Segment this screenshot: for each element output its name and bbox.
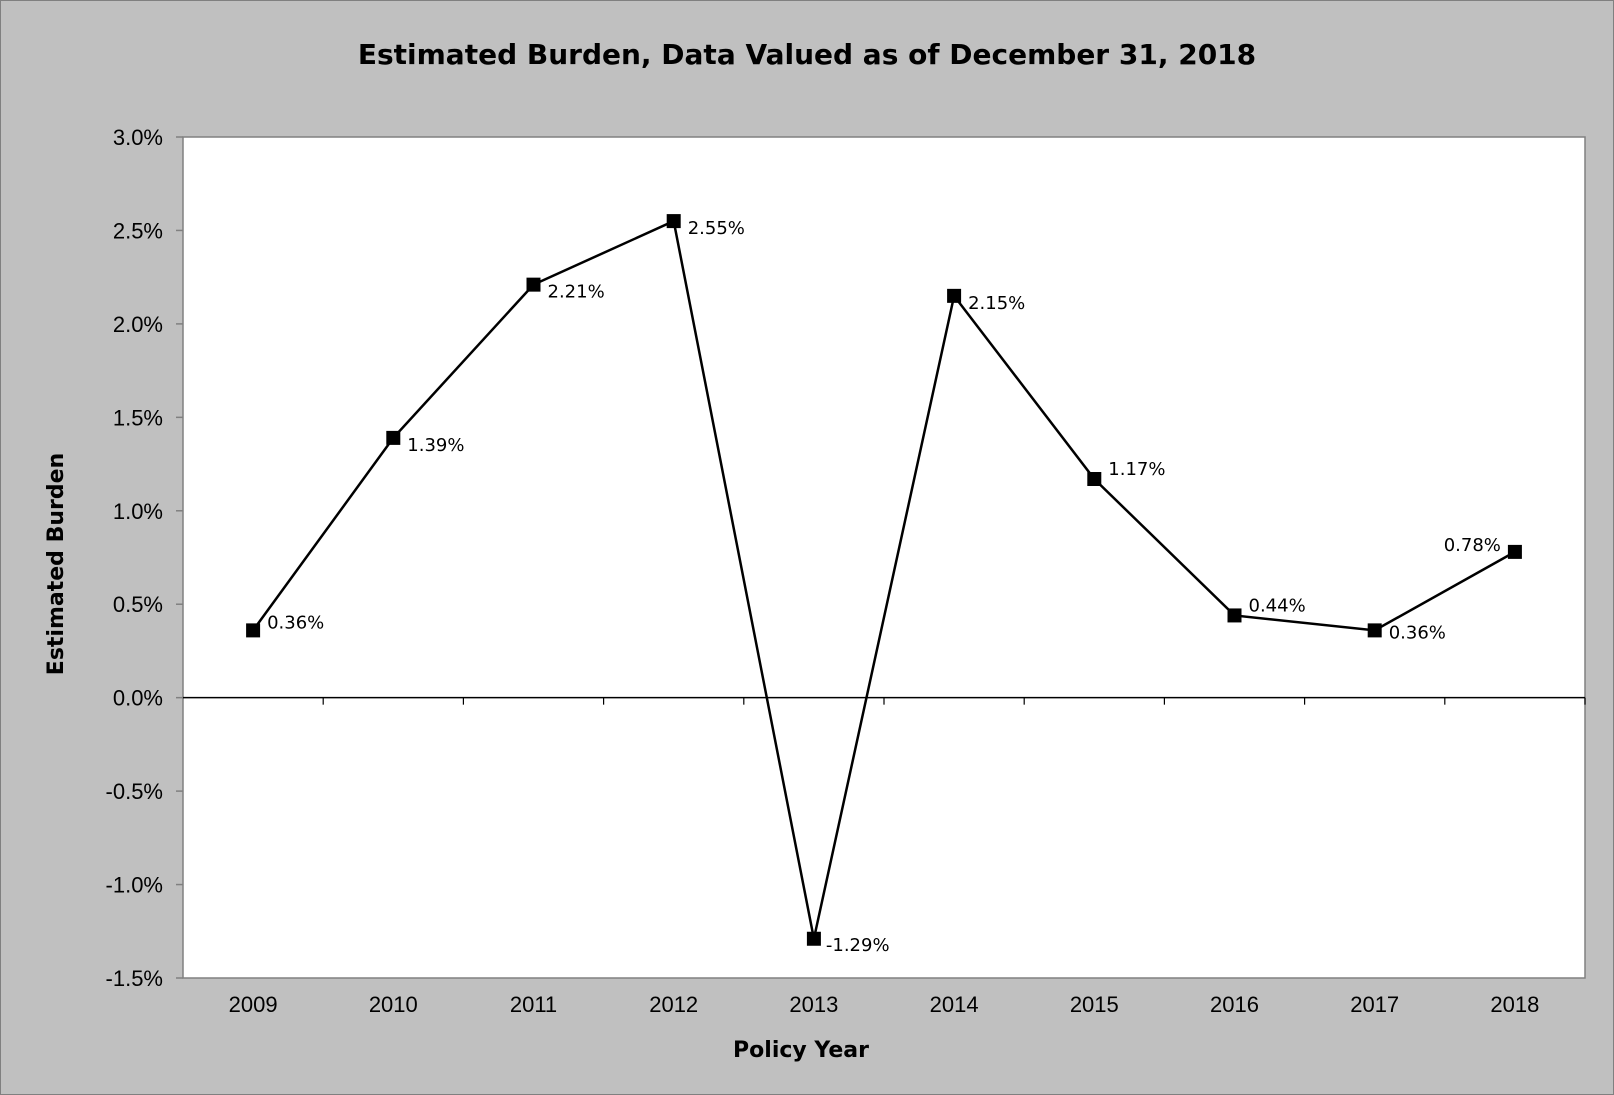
data-marker bbox=[1087, 472, 1102, 487]
x-tick-label: 2010 bbox=[369, 992, 418, 1017]
data-marker bbox=[806, 931, 821, 946]
data-label: 2.15% bbox=[968, 293, 1025, 314]
x-tick-label: 2018 bbox=[1490, 992, 1539, 1017]
data-marker bbox=[526, 277, 541, 292]
data-label: 1.17% bbox=[1108, 459, 1165, 480]
x-tick-label: 2014 bbox=[930, 992, 979, 1017]
x-tick-label: 2009 bbox=[229, 992, 278, 1017]
plot-area bbox=[182, 136, 1586, 979]
y-tick-label: -0.5% bbox=[106, 779, 163, 804]
y-tick-label: 2.5% bbox=[113, 218, 163, 243]
data-label: 1.39% bbox=[407, 435, 464, 456]
data-label: 2.55% bbox=[688, 218, 745, 239]
data-labels: 0.36% 1.39% 2.21% 2.55% -1.29% 2.15% 1.17% 0.44… bbox=[267, 218, 1501, 956]
series-line bbox=[252, 219, 1516, 940]
data-marker bbox=[666, 214, 681, 229]
y-tick-label: 0.0% bbox=[113, 686, 163, 711]
data-label: -1.29% bbox=[826, 935, 890, 956]
series-line-group bbox=[252, 219, 1516, 940]
y-tick-label: 3.0% bbox=[113, 125, 163, 150]
data-marker bbox=[1367, 623, 1382, 638]
data-label: 2.21% bbox=[548, 282, 605, 303]
data-marker bbox=[1227, 608, 1242, 623]
x-tick-label: 2011 bbox=[510, 992, 557, 1017]
data-label: 0.78% bbox=[1444, 535, 1501, 556]
data-marker bbox=[1507, 544, 1522, 559]
y-tick-label: 2.0% bbox=[113, 312, 163, 337]
data-markers bbox=[246, 214, 1522, 946]
data-label: 0.36% bbox=[267, 612, 324, 633]
data-label: 0.44% bbox=[1249, 595, 1306, 616]
x-tick-label: 2016 bbox=[1210, 992, 1259, 1017]
y-axis-title: Estimated Burden bbox=[44, 453, 69, 675]
x-axis: 2009 2010 2011 2012 2013 2014 2015 2016 2017 2018 bbox=[183, 696, 1586, 1017]
data-marker bbox=[386, 430, 401, 445]
data-marker bbox=[947, 288, 962, 303]
y-tick-label: 1.5% bbox=[113, 405, 163, 430]
x-axis-title: Policy Year bbox=[733, 1038, 869, 1063]
y-tick-label: 1.0% bbox=[113, 499, 163, 524]
x-tick-label: 2017 bbox=[1350, 992, 1399, 1017]
y-tick-label: 0.5% bbox=[113, 592, 163, 617]
x-tick-label: 2012 bbox=[649, 992, 698, 1017]
x-tick-label: 2015 bbox=[1070, 992, 1119, 1017]
data-label: 0.36% bbox=[1389, 622, 1446, 643]
y-axis: 3.0% 2.5% 2.0% 1.5% 1.0% 0.5% 0.0% -0.5% -1.0% -1… bbox=[106, 125, 183, 991]
data-marker bbox=[246, 623, 261, 638]
x-tick-label: 2013 bbox=[789, 992, 838, 1017]
y-tick-label: -1.5% bbox=[106, 966, 163, 991]
y-tick-label: -1.0% bbox=[106, 873, 163, 898]
chart-title: Estimated Burden, Data Valued as of Dece… bbox=[358, 38, 1256, 71]
